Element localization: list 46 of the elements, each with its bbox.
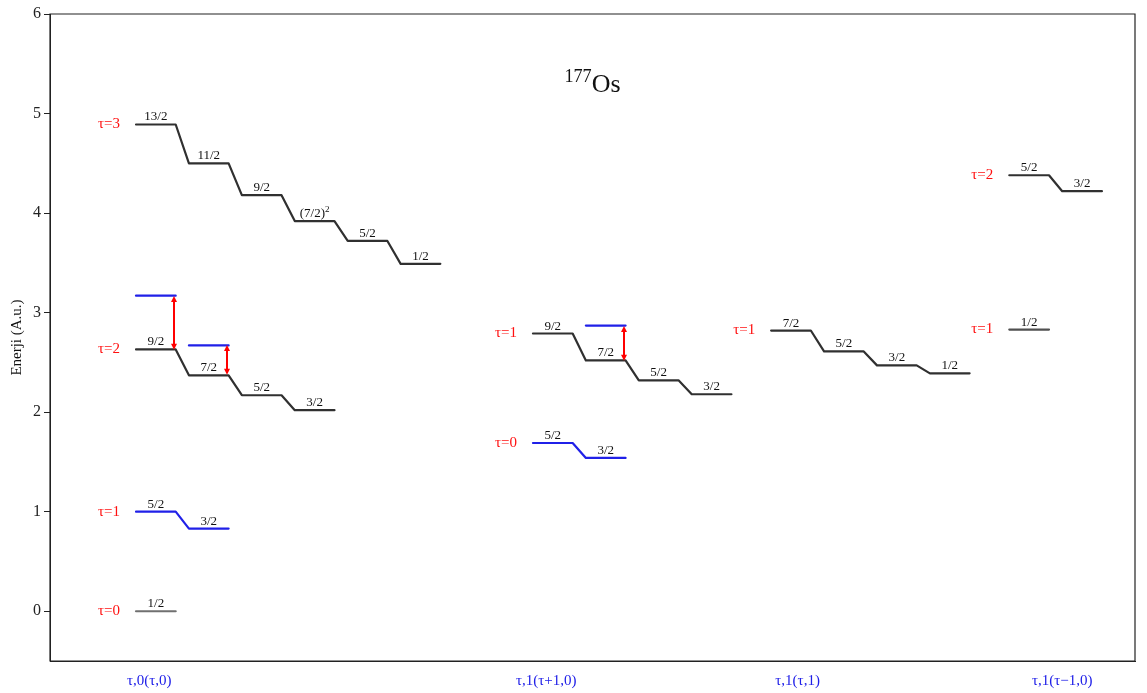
y-tick-label: 2 bbox=[33, 402, 41, 420]
annotation: 3/2 bbox=[888, 349, 906, 365]
annotation: 7/2 bbox=[200, 359, 218, 375]
series-label: τ=2 bbox=[971, 166, 994, 183]
annotation: 5/2 bbox=[650, 364, 667, 380]
x-tick-label: τ,1(τ+1,0) bbox=[515, 671, 577, 689]
annotation: 5/2 bbox=[1020, 159, 1038, 175]
annotation: 3/2 bbox=[1073, 175, 1091, 191]
series-label: τ=3 bbox=[98, 115, 121, 132]
annotation: 7/2 bbox=[597, 344, 615, 360]
annotation: 5/2 bbox=[253, 379, 271, 395]
y-tick-label: 3 bbox=[33, 302, 41, 320]
series-label: τ=1 bbox=[98, 502, 121, 519]
x-tick-label: τ,0(τ,0) bbox=[126, 671, 172, 689]
series-label: τ=0 bbox=[98, 602, 121, 619]
annotation: 1/2 bbox=[147, 595, 165, 611]
y-tick-label: 0 bbox=[33, 601, 41, 619]
annotation: 5/2 bbox=[835, 335, 853, 351]
annotation: 1/2 bbox=[941, 357, 959, 373]
x-tick-label: τ,1(τ,1) bbox=[775, 671, 820, 689]
annotation: 7/2 bbox=[782, 314, 800, 330]
annotation: 3/2 bbox=[597, 441, 615, 457]
series-label: τ=2 bbox=[98, 340, 121, 357]
annotation: 11/2 bbox=[197, 147, 221, 163]
annotation: 1/2 bbox=[412, 247, 429, 263]
annotation: 9/2 bbox=[147, 333, 165, 349]
annotation: 5/2 bbox=[544, 427, 562, 443]
y-tick-label: 4 bbox=[33, 203, 41, 221]
annotation: 13/2 bbox=[144, 108, 168, 124]
y-axis-title: Enerji (A.u.) bbox=[7, 299, 25, 376]
annotation: 9/2 bbox=[544, 317, 562, 333]
series-label: τ=1 bbox=[971, 320, 994, 337]
y-tick-label: 1 bbox=[33, 501, 41, 519]
annotation: 3/2 bbox=[703, 378, 720, 394]
series-label: τ=0 bbox=[494, 433, 517, 450]
annotation: 1/2 bbox=[1020, 313, 1038, 329]
y-tick-label: 5 bbox=[33, 103, 41, 121]
annotation: 9/2 bbox=[253, 179, 271, 195]
annotation: 3/2 bbox=[306, 394, 323, 410]
series-label: τ=1 bbox=[733, 321, 756, 338]
y-tick-label: 6 bbox=[33, 4, 41, 22]
x-tick-label: τ,1(τ−1,0) bbox=[1031, 671, 1093, 689]
annotation: 5/2 bbox=[359, 224, 376, 240]
series-label: τ=1 bbox=[494, 324, 517, 341]
annotation: 3/2 bbox=[200, 512, 218, 528]
annotation: 5/2 bbox=[147, 495, 165, 511]
